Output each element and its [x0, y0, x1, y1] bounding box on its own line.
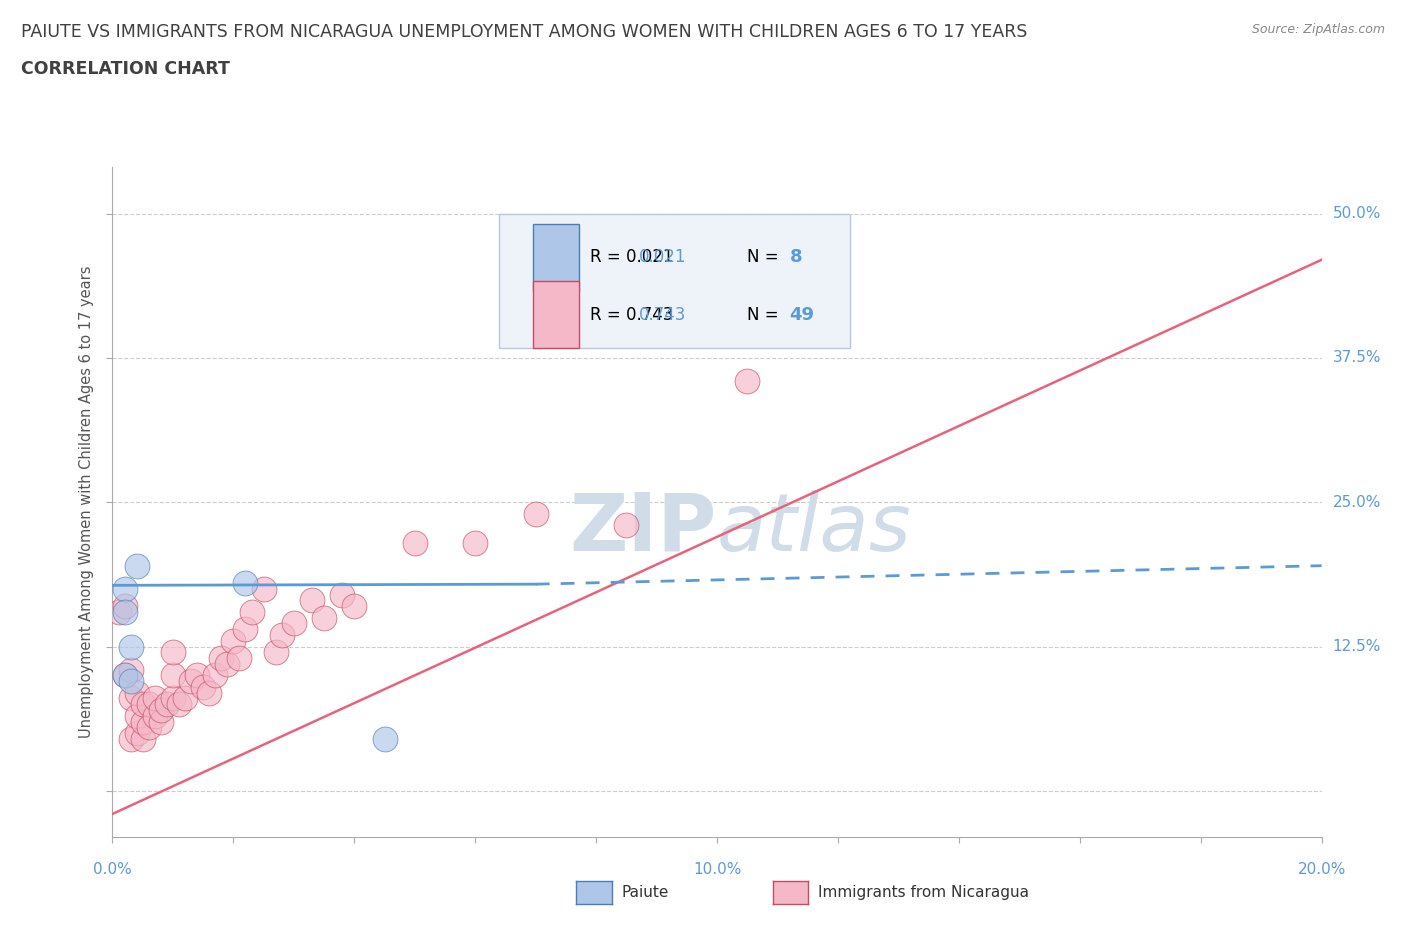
Point — [180, 673, 202, 688]
Point — [228, 651, 250, 666]
Y-axis label: Unemployment Among Women with Children Ages 6 to 17 years: Unemployment Among Women with Children A… — [79, 266, 94, 738]
Point — [125, 709, 148, 724]
Point — [120, 673, 142, 688]
Point — [186, 668, 208, 683]
Point — [114, 668, 136, 683]
Text: 50.0%: 50.0% — [1333, 206, 1381, 221]
FancyBboxPatch shape — [533, 223, 579, 290]
Text: 0.021: 0.021 — [638, 248, 686, 266]
Point — [162, 668, 184, 683]
Text: 49: 49 — [790, 306, 814, 324]
Text: PAIUTE VS IMMIGRANTS FROM NICARAGUA UNEMPLOYMENT AMONG WOMEN WITH CHILDREN AGES : PAIUTE VS IMMIGRANTS FROM NICARAGUA UNEM… — [21, 23, 1028, 41]
Point — [343, 599, 366, 614]
Point — [149, 714, 172, 729]
Point — [464, 535, 486, 550]
Text: atlas: atlas — [717, 490, 912, 568]
Text: 37.5%: 37.5% — [1333, 351, 1381, 365]
Point — [167, 697, 190, 711]
Text: 0.0%: 0.0% — [93, 862, 132, 877]
Text: 10.0%: 10.0% — [693, 862, 741, 877]
Text: 20.0%: 20.0% — [1298, 862, 1346, 877]
Text: 8: 8 — [790, 248, 803, 266]
Point — [120, 639, 142, 654]
Text: N =: N = — [748, 248, 785, 266]
Point — [222, 633, 245, 648]
Point — [796, 275, 818, 290]
Point — [524, 506, 547, 521]
Point — [138, 697, 160, 711]
Point — [217, 657, 239, 671]
Point — [270, 628, 292, 643]
Text: Immigrants from Nicaragua: Immigrants from Nicaragua — [818, 885, 1029, 900]
Text: CORRELATION CHART: CORRELATION CHART — [21, 60, 231, 78]
Text: Source: ZipAtlas.com: Source: ZipAtlas.com — [1251, 23, 1385, 36]
Point — [162, 691, 184, 706]
Point — [616, 518, 638, 533]
Point — [240, 604, 263, 619]
Text: N =: N = — [748, 306, 785, 324]
Point — [235, 622, 257, 637]
Point — [198, 685, 221, 700]
Point — [149, 702, 172, 717]
Point — [404, 535, 426, 550]
Point — [330, 587, 353, 602]
Point — [162, 644, 184, 659]
Point — [138, 720, 160, 735]
Point — [253, 581, 276, 596]
Point — [120, 691, 142, 706]
Point — [132, 697, 155, 711]
Point — [125, 685, 148, 700]
Point — [114, 604, 136, 619]
Point — [132, 731, 155, 746]
Point — [301, 593, 323, 608]
Point — [374, 731, 396, 746]
Point — [156, 697, 179, 711]
Point — [114, 599, 136, 614]
Point — [125, 725, 148, 740]
Point — [191, 680, 214, 695]
Text: Paiute: Paiute — [621, 885, 669, 900]
Point — [174, 691, 197, 706]
Point — [283, 616, 305, 631]
Point — [204, 668, 226, 683]
Text: 12.5%: 12.5% — [1333, 639, 1381, 654]
Point — [314, 610, 336, 625]
FancyBboxPatch shape — [533, 282, 579, 349]
Point — [235, 576, 257, 591]
Text: 25.0%: 25.0% — [1333, 495, 1381, 510]
Point — [143, 709, 166, 724]
Text: ZIP: ZIP — [569, 490, 717, 568]
Point — [107, 604, 129, 619]
Point — [737, 374, 759, 389]
Point — [143, 691, 166, 706]
Point — [114, 668, 136, 683]
Text: R = 0.743: R = 0.743 — [591, 306, 673, 324]
Point — [125, 558, 148, 573]
Point — [120, 662, 142, 677]
Text: R = 0.021: R = 0.021 — [591, 248, 673, 266]
Point — [132, 714, 155, 729]
Text: 0.743: 0.743 — [638, 306, 686, 324]
Point — [264, 644, 287, 659]
FancyBboxPatch shape — [499, 214, 851, 348]
Point — [114, 581, 136, 596]
Point — [209, 651, 232, 666]
Point — [120, 731, 142, 746]
